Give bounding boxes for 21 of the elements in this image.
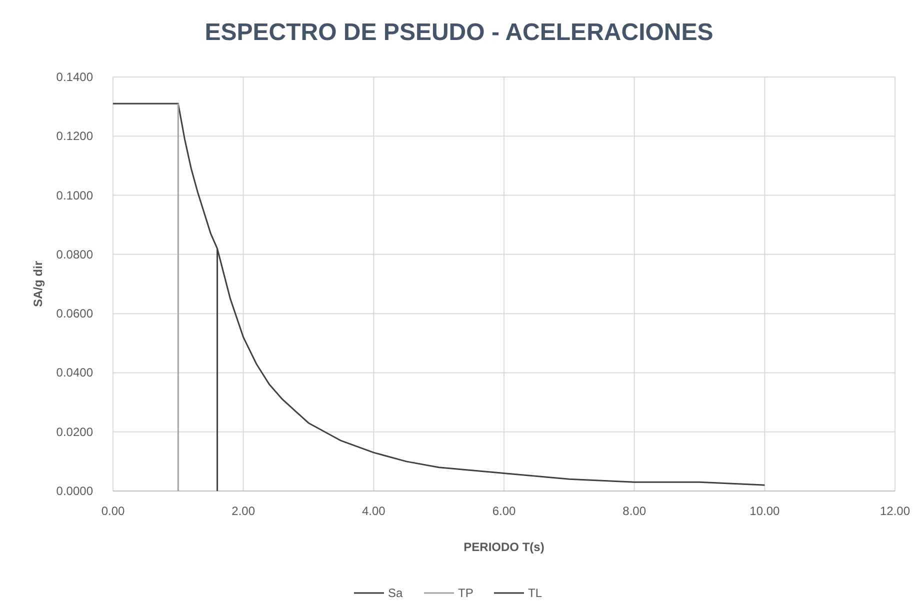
legend-label: TP: [458, 586, 474, 600]
y-tick-label: 0.1200: [56, 129, 94, 144]
legend-label: Sa: [388, 586, 404, 600]
y-tick-label: 0.0000: [56, 484, 94, 498]
y-tick-label: 0.0200: [56, 424, 94, 439]
x-tick-label: 6.00: [492, 504, 516, 518]
x-axis-title: PERIODO T(s): [464, 540, 544, 554]
legend-label: TL: [528, 586, 542, 600]
x-tick-label: 2.00: [232, 504, 256, 518]
x-tick-label: 4.00: [362, 504, 386, 518]
x-tick-label: 8.00: [622, 504, 646, 518]
x-tick-label: 0.00: [101, 504, 125, 518]
y-tick-label: 0.0800: [56, 247, 94, 262]
y-axis-title: SA/g dir: [31, 260, 45, 308]
y-tick-label: 0.0400: [56, 366, 94, 380]
y-tick-label: 0.1400: [56, 70, 94, 84]
x-tick-label: 10.00: [750, 504, 780, 518]
y-tick-label: 0.0600: [56, 306, 94, 321]
y-tick-label: 0.1000: [56, 188, 94, 202]
x-tick-label: 12.00: [880, 504, 910, 518]
chart-title: ESPECTRO DE PSEUDO - ACELERACIONES: [204, 19, 714, 46]
